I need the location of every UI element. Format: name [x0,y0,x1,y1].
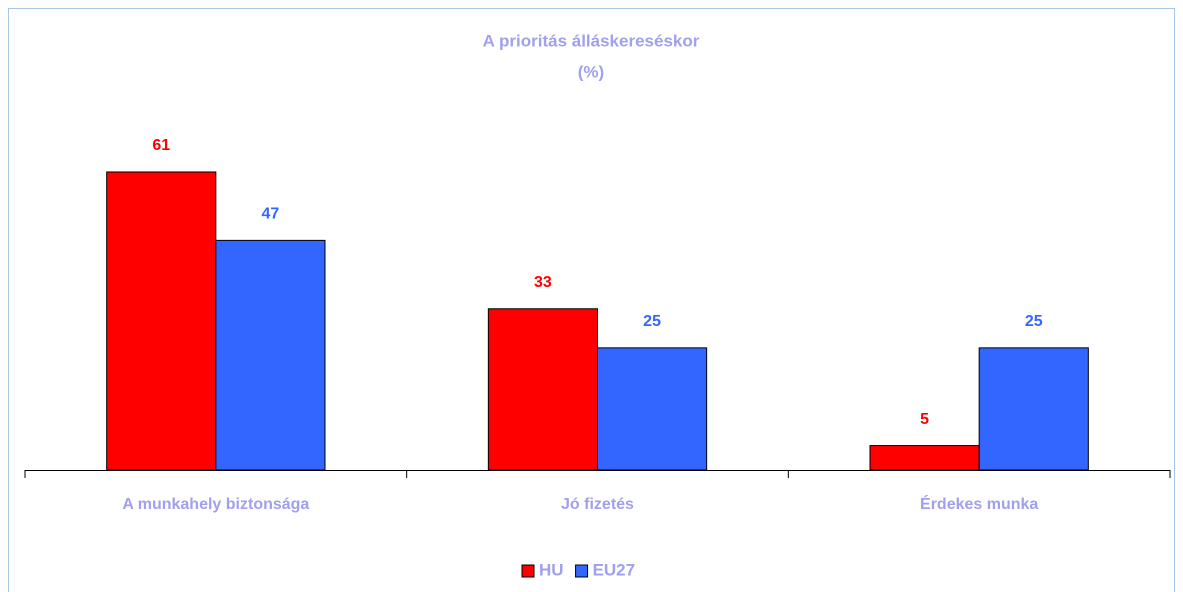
x-tick-label: A munkahely biztonsága [122,496,309,513]
chart-subtitle: (%) [578,62,604,81]
bar [597,347,708,471]
x-tick-label: Érdekes munka [920,494,1038,513]
chart-title: A prioritás álláskereséskor [483,31,700,50]
bar [487,308,598,471]
bar [106,171,217,471]
legend-swatch [521,564,535,578]
data-label: 33 [534,274,552,291]
bar [215,239,326,471]
bar [869,445,980,471]
legend-label: HU [539,560,564,579]
data-label: 5 [920,411,929,428]
x-tick-label: Jó fizetés [561,496,634,513]
data-label: 61 [152,137,170,154]
bar [978,347,1089,471]
data-label: 25 [1025,313,1043,330]
data-label: 47 [262,206,280,223]
legend-label: EU27 [593,560,636,579]
legend-swatch [575,564,589,578]
data-label: 25 [643,313,661,330]
